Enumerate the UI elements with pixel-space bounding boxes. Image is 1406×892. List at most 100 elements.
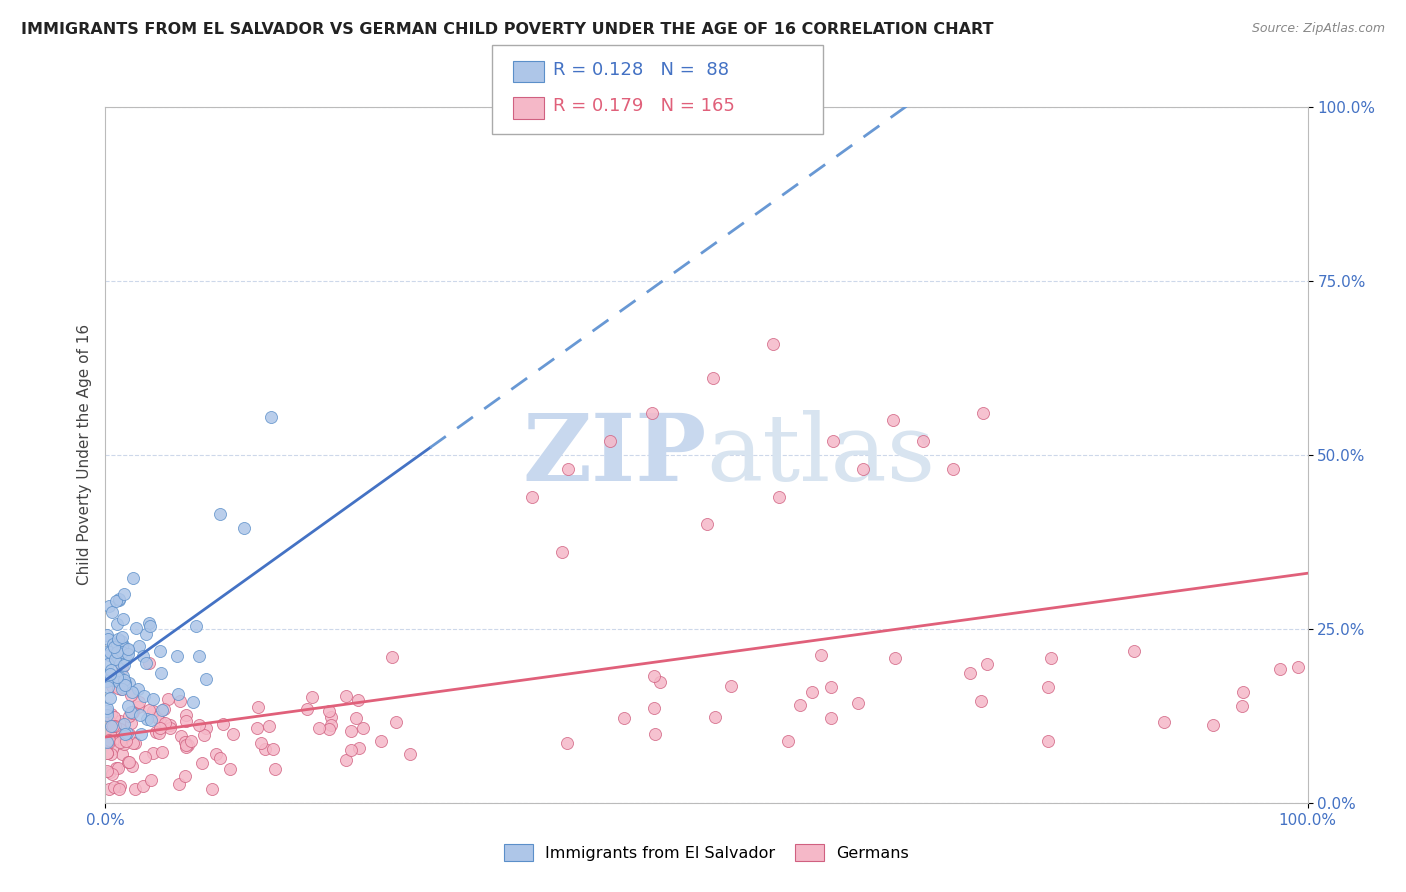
Point (643, 669, 665, 683)
Point (112, 612, 135, 626)
Point (135, 626, 157, 640)
Point (117, 755, 139, 769)
Point (339, 743, 361, 757)
Text: ZIP: ZIP (522, 410, 707, 500)
Point (346, 693, 368, 707)
Point (194, 721, 217, 735)
Point (321, 718, 343, 732)
Point (107, 632, 129, 647)
Point (257, 719, 280, 733)
Point (132, 689, 155, 703)
Point (820, 681, 842, 695)
Point (159, 722, 181, 736)
Point (118, 708, 141, 723)
Point (112, 680, 135, 694)
Point (821, 434, 844, 448)
Point (181, 696, 204, 710)
Point (142, 704, 165, 718)
Point (97, 714, 120, 728)
Point (335, 689, 357, 703)
Point (96, 708, 118, 723)
Point (104, 761, 127, 775)
Point (118, 727, 141, 741)
Point (96, 746, 118, 760)
Point (112, 673, 135, 688)
Point (96, 764, 118, 778)
Point (644, 727, 666, 741)
Point (1122, 644, 1144, 658)
Point (148, 726, 170, 740)
Point (1038, 680, 1060, 694)
Point (696, 517, 718, 532)
Point (778, 733, 800, 747)
Point (117, 699, 139, 714)
Point (882, 413, 904, 427)
Text: atlas: atlas (707, 410, 936, 500)
Point (131, 779, 153, 793)
Point (339, 724, 361, 739)
Point (129, 708, 152, 723)
Point (846, 696, 869, 710)
Point (98, 735, 121, 749)
Point (970, 694, 993, 708)
Point (108, 723, 131, 737)
Legend: Immigrants from El Salvador, Germans: Immigrants from El Salvador, Germans (498, 838, 915, 868)
Point (111, 669, 134, 683)
Point (318, 704, 340, 718)
Point (1270, 662, 1292, 676)
Point (398, 747, 420, 761)
Point (97, 657, 120, 671)
Point (180, 734, 202, 748)
Point (264, 762, 287, 776)
Point (134, 749, 156, 764)
Point (108, 592, 131, 607)
Point (911, 434, 934, 448)
Point (208, 507, 231, 521)
Text: Source: ZipAtlas.com: Source: ZipAtlas.com (1251, 22, 1385, 36)
Point (103, 640, 125, 655)
Point (613, 711, 636, 725)
Point (166, 687, 188, 701)
Point (100, 742, 122, 756)
Point (101, 766, 124, 780)
Point (114, 678, 136, 692)
Point (262, 741, 284, 756)
Point (110, 779, 132, 793)
Point (101, 637, 124, 651)
Point (121, 759, 143, 773)
Point (385, 714, 408, 729)
Point (105, 638, 128, 652)
Point (96, 721, 118, 735)
Point (110, 634, 132, 648)
Point (105, 617, 128, 632)
Point (820, 711, 842, 725)
Point (112, 730, 135, 744)
Point (97, 680, 120, 694)
Point (98, 667, 121, 681)
Point (105, 650, 128, 665)
Point (127, 700, 149, 714)
Point (557, 736, 579, 750)
Point (976, 657, 998, 671)
Point (98, 645, 121, 659)
Point (703, 710, 725, 724)
Point (156, 691, 179, 706)
Point (98, 764, 121, 779)
Point (105, 670, 128, 684)
Point (246, 721, 269, 735)
Point (117, 643, 139, 657)
Point (142, 746, 165, 760)
Point (810, 648, 832, 662)
Point (702, 371, 724, 385)
Point (110, 681, 132, 696)
Point (110, 682, 132, 697)
Point (352, 721, 374, 735)
Point (139, 772, 162, 787)
Point (122, 571, 145, 585)
Point (115, 726, 138, 740)
Point (254, 742, 277, 756)
Point (96, 673, 118, 688)
Point (762, 336, 785, 351)
Point (201, 781, 224, 796)
Point (108, 731, 131, 746)
